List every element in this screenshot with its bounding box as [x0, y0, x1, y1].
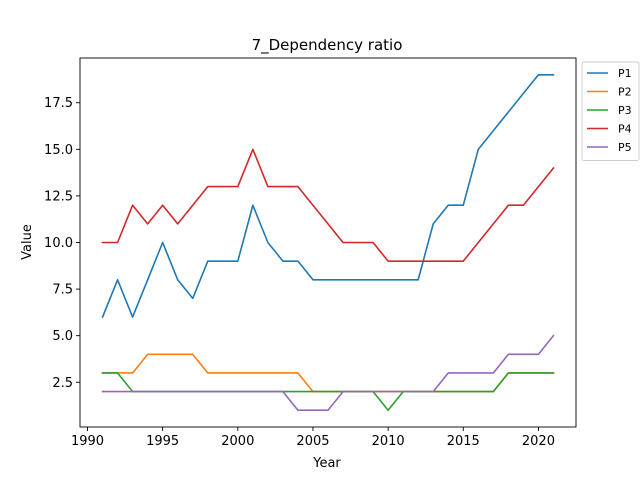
axes-frame: [79, 57, 577, 428]
x-tick-label: 1995: [146, 434, 179, 449]
legend-box: [581, 61, 640, 161]
y-tick-label: 17.5: [44, 96, 73, 111]
x-tick-label: 2020: [522, 434, 555, 449]
x-tick-label: 2000: [221, 434, 254, 449]
series-line-p5: [101, 334, 555, 412]
x-axis-label: Year: [312, 456, 341, 471]
x-tick-label: 2015: [447, 434, 480, 449]
legend-label-p5: P5: [618, 141, 632, 154]
legend-label-p3: P3: [618, 104, 632, 117]
x-tick-label: 2005: [296, 434, 329, 449]
series-line-p1: [101, 73, 555, 319]
legend-label-p2: P2: [618, 86, 632, 99]
y-tick-label: 7.5: [52, 283, 73, 298]
x-tick-label: 1990: [71, 434, 104, 449]
legend-label-p1: P1: [618, 67, 632, 80]
plot-area: 1990 1995 2000 2005 2010 2015 2020 2.5 5.0 7.5 10.…: [44, 57, 577, 449]
y-tick-label: 2.5: [52, 376, 73, 391]
x-tick-label: 2010: [372, 434, 405, 449]
y-tick-label: 10.0: [44, 236, 73, 251]
legend-label-p4: P4: [618, 123, 632, 136]
legend: P1 P2 P3 P4 P5: [581, 61, 640, 161]
chart-title: 7_Dependency ratio: [252, 36, 403, 55]
y-tick-label: 5.0: [52, 329, 73, 344]
series-line-p4: [101, 148, 555, 262]
y-tick-label: 15.0: [44, 143, 73, 158]
y-axis-label: Value: [20, 224, 35, 260]
y-tick-label: 12.5: [44, 189, 73, 204]
